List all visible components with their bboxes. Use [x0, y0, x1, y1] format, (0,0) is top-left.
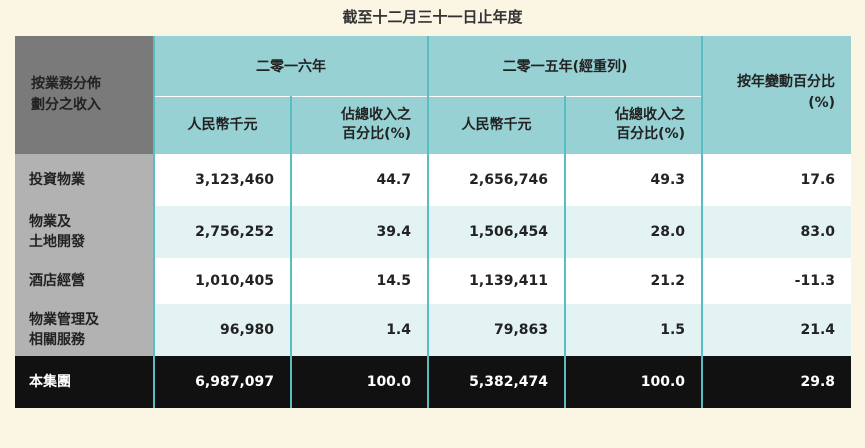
cell-change: 17.6 — [800, 172, 836, 188]
change-header-line2: (%) — [808, 95, 836, 111]
row-label: 物業管理及 相關服務 — [15, 304, 155, 356]
row-header-label: 按業務分佈 劃分之收入 — [15, 36, 155, 154]
cell-change: 21.4 — [800, 322, 836, 338]
row-header-line2: 劃分之收入 — [31, 97, 101, 113]
row-label-line1: 物業管理及 — [29, 312, 99, 328]
table-row: 酒店經營 1,010,405 14.5 1,139,411 21.2 -11.3 — [15, 258, 852, 304]
col-header-pct-2016-line1: 佔總收入之 — [341, 107, 411, 124]
revenue-table: 按業務分佈 劃分之收入 二零一六年 二零一五年(經重列) 按年變動百分比 (%)… — [15, 36, 852, 408]
total-label: 本集團 — [15, 356, 155, 408]
col-header-rmb-2016: 人民幣千元 — [154, 96, 292, 154]
cell-pct-2015: 28.0 — [565, 206, 704, 258]
table-row: 物業及 土地開發 2,756,252 39.4 1,506,454 28.0 8… — [15, 206, 852, 258]
row-label-line2: 相關服務 — [29, 332, 85, 348]
cell-rmb-2016: 2,756,252 — [154, 206, 292, 258]
cell-pct-2015: 21.2 — [565, 258, 704, 304]
row-label-line2: 土地開發 — [29, 234, 85, 250]
cell-rmb-2016: 3,123,460 — [154, 154, 292, 206]
row-label-line1: 酒店經營 — [29, 273, 85, 289]
cell-pct-2015: 49.3 — [565, 154, 704, 206]
col-header-pct-2015: 佔總收入之 百分比(%) — [565, 96, 704, 154]
cell-rmb-2016: 1,010,405 — [154, 258, 292, 304]
col-header-rmb-2015: 人民幣千元 — [428, 96, 566, 154]
cell-rmb-2015: 79,863 — [428, 304, 566, 356]
cell-rmb-2015: 1,506,454 — [428, 206, 566, 258]
cell-change: 83.0 — [800, 224, 836, 240]
cell-pct-2016: 14.5 — [291, 258, 429, 304]
total-change: 29.8 — [702, 356, 852, 408]
row-header-line1: 按業務分佈 — [31, 76, 101, 92]
table-caption: 截至十二月三十一日止年度 — [342, 8, 523, 26]
total-pct-2015: 100.0 — [565, 356, 704, 408]
row-label: 投資物業 — [15, 154, 155, 206]
col-header-pct-2015-line2: 百分比(%) — [616, 126, 686, 143]
col-header-pct-2016-line2: 百分比(%) — [342, 126, 411, 143]
row-label: 酒店經營 — [15, 258, 155, 304]
col-header-pct-2016: 佔總收入之 百分比(%) — [291, 96, 429, 154]
group-header-2015: 二零一五年(經重列) — [428, 36, 704, 97]
cell-pct-2016: 1.4 — [291, 304, 429, 356]
total-rmb-2016: 6,987,097 — [154, 356, 292, 408]
row-label: 物業及 土地開發 — [15, 206, 155, 258]
change-header-line1: 按年變動百分比 — [737, 74, 836, 90]
total-rmb-2015: 5,382,474 — [428, 356, 566, 408]
cell-rmb-2015: 2,656,746 — [428, 154, 566, 206]
total-pct-2016: 100.0 — [291, 356, 429, 408]
cell-pct-2016: 44.7 — [291, 154, 429, 206]
cell-pct-2016: 39.4 — [291, 206, 429, 258]
cell-pct-2015: 1.5 — [565, 304, 704, 356]
cell-change: -11.3 — [794, 273, 836, 289]
row-label-line1: 投資物業 — [29, 172, 85, 188]
row-label-line1: 物業及 — [29, 214, 71, 230]
table-row: 物業管理及 相關服務 96,980 1.4 79,863 1.5 21.4 — [15, 304, 852, 356]
col-header-pct-2015-line1: 佔總收入之 — [615, 107, 686, 124]
cell-rmb-2016: 96,980 — [154, 304, 292, 356]
cell-rmb-2015: 1,139,411 — [428, 258, 566, 304]
table-row: 投資物業 3,123,460 44.7 2,656,746 49.3 17.6 — [15, 154, 852, 206]
change-header: 按年變動百分比 (%) — [702, 36, 851, 154]
group-header-2016: 二零一六年 — [154, 36, 429, 97]
total-row: 本集團 6,987,097 100.0 5,382,474 100.0 29.8 — [15, 356, 852, 408]
